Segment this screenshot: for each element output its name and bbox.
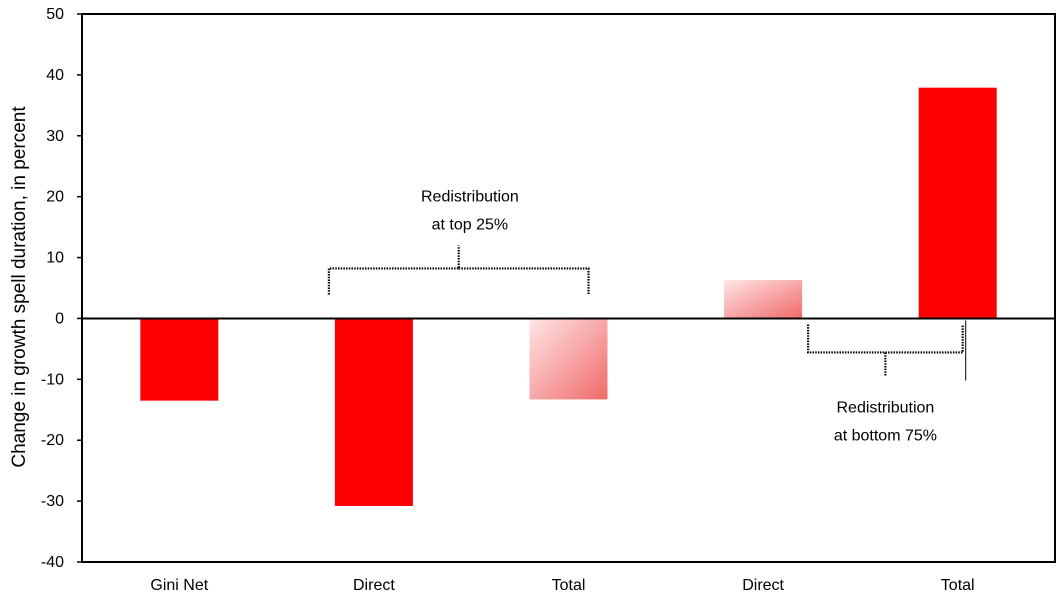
bar-4: [724, 280, 803, 319]
y-tick-label: 50: [46, 6, 64, 23]
bar-5: [918, 87, 997, 319]
bracket-bottom: [807, 324, 964, 377]
annotation-line2: at bottom 75%: [834, 427, 937, 444]
plot-frame: [81, 13, 1056, 563]
y-tick-label: 10: [46, 250, 64, 267]
y-ticks: -40 -30 -20 -10 0 10 20 30 40 50: [41, 6, 82, 571]
y-tick-label: -10: [41, 371, 64, 388]
y-tick-label: 30: [46, 128, 64, 145]
y-tick-label: 20: [46, 189, 64, 206]
y-axis-label: Change in growth spell duration, in perc…: [9, 106, 30, 468]
bar-2: [334, 318, 413, 506]
annotation-line1: Redistribution: [421, 188, 519, 205]
x-category-label: Total: [552, 577, 586, 594]
y-tick-label: -30: [41, 493, 64, 510]
x-category-label: Total: [941, 577, 975, 594]
bar-3: [529, 318, 608, 400]
annotations: Redistribution at top 25% Redistribution at…: [327, 188, 967, 444]
annotation-line2: at top 25%: [432, 216, 509, 233]
bracket-top: [327, 245, 590, 295]
bars: [140, 87, 997, 506]
y-tick-label: 0: [55, 310, 64, 327]
x-category-label: Direct: [353, 577, 395, 594]
x-categories: Gini Net Direct Total Direct Total: [150, 577, 974, 594]
y-tick-label: -40: [41, 554, 64, 571]
bar-1: [140, 318, 219, 401]
axes: [81, 13, 1056, 563]
y-tick-label: -20: [41, 432, 64, 449]
x-category-label: Gini Net: [150, 577, 208, 594]
annotation-line1: Redistribution: [836, 399, 934, 416]
y-tick-label: 40: [46, 67, 64, 84]
x-category-label: Direct: [742, 577, 784, 594]
